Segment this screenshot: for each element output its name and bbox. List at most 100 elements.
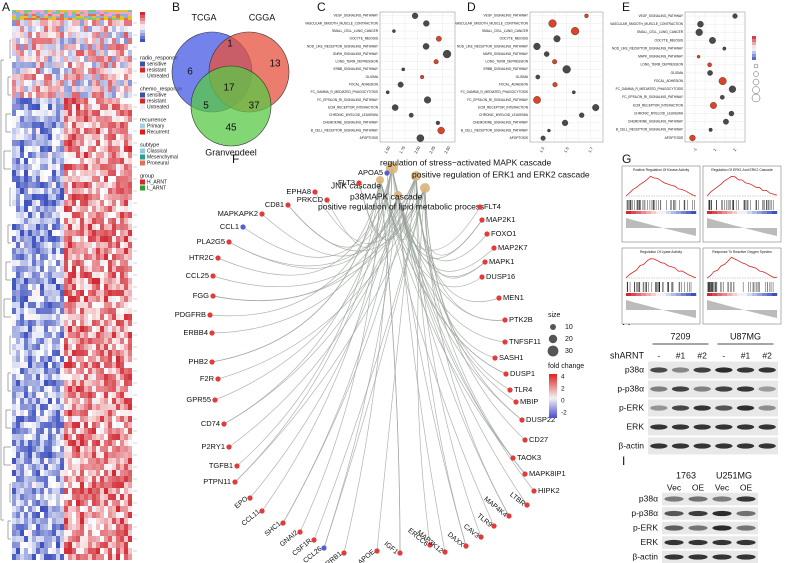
heatmap-cell	[40, 434, 44, 440]
heatmap-cell	[100, 374, 104, 380]
heatmap-cell	[28, 476, 32, 482]
edge	[217, 179, 381, 276]
heatmap-cell	[72, 128, 76, 134]
colorbar	[752, 48, 756, 51]
heatmap-cell	[100, 176, 104, 182]
heatmap-cell	[116, 464, 120, 470]
heatmap-cell	[44, 74, 48, 80]
heatmap-cell	[64, 194, 68, 200]
heatmap-cell	[100, 440, 104, 446]
heatmap-cell	[40, 284, 44, 290]
heatmap-cell	[64, 44, 68, 50]
heatmap-cell	[20, 458, 24, 464]
heatmap-cell	[64, 20, 68, 26]
heatmap-cell	[60, 386, 64, 392]
heatmap-cell	[64, 494, 68, 500]
heatmap-cell	[88, 446, 92, 452]
heatmap-cell	[68, 446, 72, 452]
heatmap-cell	[96, 320, 100, 326]
heatmap-cell	[76, 398, 80, 404]
heatmap-cell	[48, 296, 52, 302]
heatmap-cell	[96, 122, 100, 128]
heatmap-cell	[40, 290, 44, 296]
gene-node	[477, 204, 483, 210]
heatmap-cell	[40, 212, 44, 218]
heatmap-cell	[96, 56, 100, 62]
heatmap-cell	[40, 500, 44, 506]
panel-letter: F	[232, 152, 239, 166]
heatmap-cell	[36, 248, 40, 254]
blot-band	[671, 424, 690, 430]
annotation-cell	[108, 10, 112, 12]
heatmap-cell	[108, 338, 112, 344]
heatmap-cell	[92, 446, 96, 452]
gene-node	[247, 495, 253, 501]
heatmap-cell	[40, 548, 44, 554]
annotation-cell	[56, 18, 60, 20]
heatmap-cell	[124, 146, 128, 152]
heatmap-cell	[92, 242, 96, 248]
heatmap-cell	[64, 380, 68, 386]
heatmap-cell	[88, 62, 92, 68]
heatmap-cell	[24, 542, 28, 548]
heatmap-cell	[24, 188, 28, 194]
legend-item: 2	[561, 386, 565, 393]
heatmap-cell	[68, 158, 72, 164]
heatmap-cell	[120, 320, 124, 326]
heatmap-cell	[88, 428, 92, 434]
heatmap-cell	[24, 278, 28, 284]
heatmap-cell	[120, 116, 124, 122]
heatmap-cell	[44, 56, 48, 62]
heatmap-cell	[48, 470, 52, 476]
heatmap-cell	[104, 464, 108, 470]
heatmap-cell	[28, 284, 32, 290]
heatmap-cell	[128, 434, 132, 440]
annotation-cell	[16, 16, 20, 18]
legend-item: resistant	[147, 67, 167, 73]
annotation-cell	[100, 12, 104, 14]
heatmap-cell	[36, 212, 40, 218]
heatmap-cell	[52, 476, 56, 482]
gene-node	[427, 542, 433, 548]
heatmap-cell	[60, 176, 64, 182]
heatmap-cell	[108, 536, 112, 542]
heatmap-cell	[40, 62, 44, 68]
heatmap-cell	[16, 518, 20, 524]
heatmap-cell	[112, 506, 116, 512]
heatmap-cell	[24, 494, 28, 500]
heatmap-cell	[100, 194, 104, 200]
heatmap-cell	[80, 326, 84, 332]
heatmap-cell	[20, 470, 24, 476]
heatmap-cell	[48, 302, 52, 308]
blot-membrane	[662, 492, 758, 506]
heatmap-cell	[124, 452, 128, 458]
annotation-cell	[76, 18, 80, 20]
heatmap-cell	[44, 122, 48, 128]
heatmap-cell	[104, 134, 108, 140]
heatmap-cell	[12, 314, 16, 320]
heatmap-cell	[128, 224, 132, 230]
heatmap-cell	[124, 74, 128, 80]
heatmap-cell	[76, 224, 80, 230]
heatmap-cell	[40, 242, 44, 248]
heatmap-cell	[120, 524, 124, 530]
annotation-cell	[32, 12, 36, 14]
heatmap-cell	[92, 254, 96, 260]
heatmap-cell	[104, 218, 108, 224]
heatmap-cell	[112, 536, 116, 542]
heatmap-cell	[96, 476, 100, 482]
heatmap-cell	[52, 146, 56, 152]
heatmap-cell	[104, 182, 108, 188]
heatmap-cell	[36, 176, 40, 182]
edge	[261, 167, 393, 512]
heatmap-cell	[60, 236, 64, 242]
heatmap-cell	[40, 410, 44, 416]
heatmap-cell	[120, 296, 124, 302]
heatmap-cell	[28, 296, 32, 302]
heatmap-cell	[36, 26, 40, 32]
gene-node	[311, 537, 317, 543]
annotation-cell	[80, 12, 84, 14]
heatmap-cell	[100, 56, 104, 62]
heatmap-cell	[32, 458, 36, 464]
gene-label: TNFSF11	[509, 337, 541, 346]
